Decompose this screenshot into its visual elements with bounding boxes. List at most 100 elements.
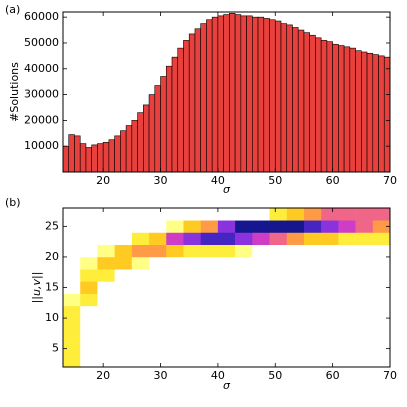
heat-cell: [200, 208, 219, 221]
bar: [148, 94, 156, 173]
bar: [292, 27, 299, 173]
y-tick-label: 25: [45, 219, 59, 232]
bar: [85, 147, 92, 173]
heat-cell: [131, 354, 150, 368]
heat-cell: [97, 220, 115, 233]
heat-cell: [235, 269, 253, 282]
x-tick-label: 20: [96, 369, 110, 382]
heat-cell: [321, 342, 339, 356]
heat-cell: [183, 354, 201, 368]
heat-cell: [183, 208, 201, 221]
heat-cell: [166, 208, 184, 221]
y-tick-label: 5: [52, 342, 59, 355]
heat-cell: [252, 318, 270, 331]
heat-cell: [131, 342, 150, 356]
heat-cell: [372, 293, 391, 307]
heat-cell: [80, 208, 98, 221]
heat-cell: [63, 305, 81, 319]
heat-cell: [235, 220, 253, 233]
bar: [229, 12, 236, 173]
heat-cell: [303, 318, 322, 331]
heat-cell: [80, 318, 98, 331]
y-tick-label: 20000: [24, 113, 59, 126]
heat-cell: [269, 354, 288, 368]
heat-cell: [200, 232, 219, 245]
bar: [223, 14, 230, 173]
heat-cell: [269, 208, 288, 221]
bar: [315, 37, 322, 173]
heat-cell: [252, 232, 270, 245]
heat-cell: [355, 220, 374, 233]
heat-cell: [338, 354, 356, 368]
heat-cell: [80, 281, 98, 294]
heat-cell: [303, 256, 322, 270]
heat-cell: [355, 256, 374, 270]
heat-cell: [338, 293, 356, 307]
bar: [383, 56, 391, 173]
heat-cell: [183, 305, 201, 319]
bar: [320, 40, 328, 173]
heat-cell: [286, 208, 305, 221]
heat-cell: [80, 256, 98, 270]
heat-cell: [303, 342, 322, 356]
x-tick-label: 40: [211, 174, 225, 187]
heat-cell: [97, 256, 115, 270]
heat-cell: [183, 342, 201, 356]
heat-cell: [269, 342, 288, 356]
panel-label: (a): [5, 3, 20, 16]
heat-cell: [338, 220, 356, 233]
bar: [194, 28, 201, 173]
heat-cell: [149, 269, 167, 282]
heat-cell: [321, 293, 339, 307]
heat-cell: [286, 244, 305, 258]
heat-cell: [286, 281, 305, 294]
bar: [102, 142, 110, 173]
bar: [309, 34, 316, 173]
bar: [269, 19, 276, 173]
heat-cell: [217, 342, 236, 356]
heat-cell: [114, 330, 133, 343]
heat-cell: [80, 232, 98, 245]
x-tick-label: 20: [96, 174, 110, 187]
heat-cell: [235, 208, 253, 221]
heat-cell: [286, 342, 305, 356]
heat-cell: [63, 269, 81, 282]
heat-cell: [97, 281, 115, 294]
heat-cell: [321, 269, 339, 282]
heat-cell: [80, 269, 98, 282]
y-tick-label: 15: [45, 281, 59, 294]
heat-cell: [303, 208, 322, 221]
heat-cell: [200, 244, 219, 258]
y-tick-label: 60000: [24, 10, 59, 23]
heat-cell: [80, 293, 98, 307]
heat-cell: [200, 354, 219, 368]
x-tick-label: 50: [268, 174, 282, 187]
heat-cell: [321, 281, 339, 294]
heat-cell: [97, 330, 115, 343]
bar: [303, 32, 310, 173]
heat-cell: [338, 305, 356, 319]
heat-cell: [63, 354, 81, 368]
heat-cell: [200, 220, 219, 233]
heat-cell: [200, 256, 219, 270]
heat-cell: [286, 354, 305, 368]
heat-cell: [63, 281, 81, 294]
heat-cell: [286, 269, 305, 282]
x-tick-label: 50: [268, 369, 282, 382]
heat-cell: [338, 318, 356, 331]
heat-cell: [80, 305, 98, 319]
heat-cell: [217, 256, 236, 270]
heat-cell: [252, 354, 270, 368]
heat-cell: [372, 244, 391, 258]
heat-cell: [200, 318, 219, 331]
heat-cell: [114, 269, 133, 282]
heat-cell: [149, 293, 167, 307]
heat-cell: [183, 269, 201, 282]
heat-cell: [114, 318, 133, 331]
heat-cell: [372, 330, 391, 343]
bar: [378, 55, 385, 173]
panel-label: (b): [5, 196, 21, 209]
heat-cell: [200, 281, 219, 294]
heat-cell: [372, 256, 391, 270]
heat-cell: [252, 208, 270, 221]
